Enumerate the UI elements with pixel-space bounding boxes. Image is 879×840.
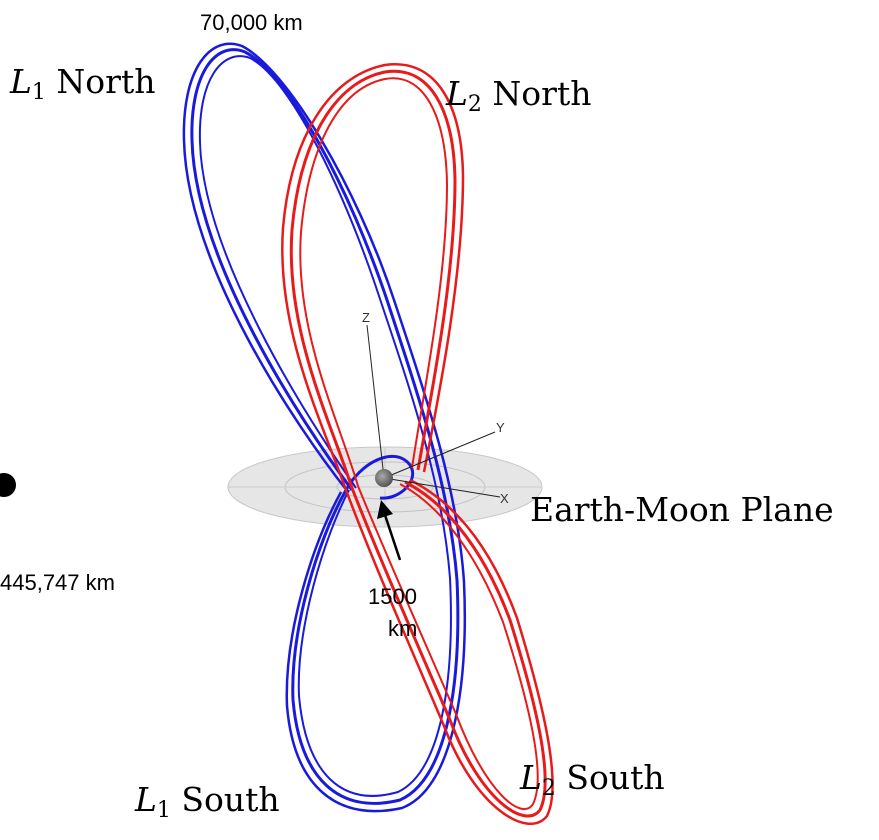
l1-orbit-family bbox=[182, 42, 467, 813]
l2-south-symbol: L bbox=[520, 758, 542, 797]
distance-label-center-line1: 1500 bbox=[368, 584, 417, 609]
l1-orbit-path bbox=[198, 55, 452, 797]
label-l1-south: L1 South bbox=[135, 780, 280, 823]
l2-north-symbol: L bbox=[446, 74, 468, 113]
label-l2-south: L2 South bbox=[520, 758, 665, 801]
axis-y-label: Y bbox=[496, 420, 505, 435]
l2-orbit-path bbox=[281, 63, 554, 826]
distance-label-left: 445,747 km bbox=[0, 570, 115, 595]
l2-north-word: North bbox=[492, 74, 592, 113]
earth-marker bbox=[0, 473, 16, 497]
l2-north-subscript: 2 bbox=[467, 92, 482, 117]
moon-marker bbox=[375, 469, 393, 487]
l2-orbit-path bbox=[299, 77, 539, 810]
axis-y-line bbox=[383, 431, 496, 479]
l2-south-word: South bbox=[566, 758, 665, 797]
l2-orbit-path bbox=[289, 69, 547, 818]
l1-north-symbol: L bbox=[10, 62, 32, 101]
distance-label-top: 70,000 km bbox=[200, 10, 303, 35]
coordinate-axes bbox=[366, 324, 501, 498]
axis-z-line bbox=[366, 324, 385, 479]
l1-orbit-path bbox=[182, 42, 467, 813]
l1-north-subscript: 1 bbox=[31, 80, 46, 105]
l1-north-word: North bbox=[56, 62, 156, 101]
l2-orbit-family bbox=[281, 63, 554, 826]
pointer-arrow bbox=[377, 500, 402, 561]
label-l2-north: L2 North bbox=[446, 74, 591, 117]
l1-orbit-path bbox=[190, 48, 460, 805]
label-plane: Earth-Moon Plane bbox=[530, 490, 834, 529]
l1-south-symbol: L bbox=[135, 780, 157, 819]
axis-x-label: X bbox=[500, 491, 509, 506]
l1-south-subscript: 1 bbox=[156, 798, 171, 823]
l1-south-word: South bbox=[181, 780, 280, 819]
l2-south-subscript: 2 bbox=[541, 776, 556, 801]
distance-label-center-line2: km bbox=[388, 616, 418, 641]
axis-x-line bbox=[383, 477, 501, 498]
label-l1-north: L1 North bbox=[10, 62, 155, 105]
axis-z-label: Z bbox=[362, 310, 370, 325]
